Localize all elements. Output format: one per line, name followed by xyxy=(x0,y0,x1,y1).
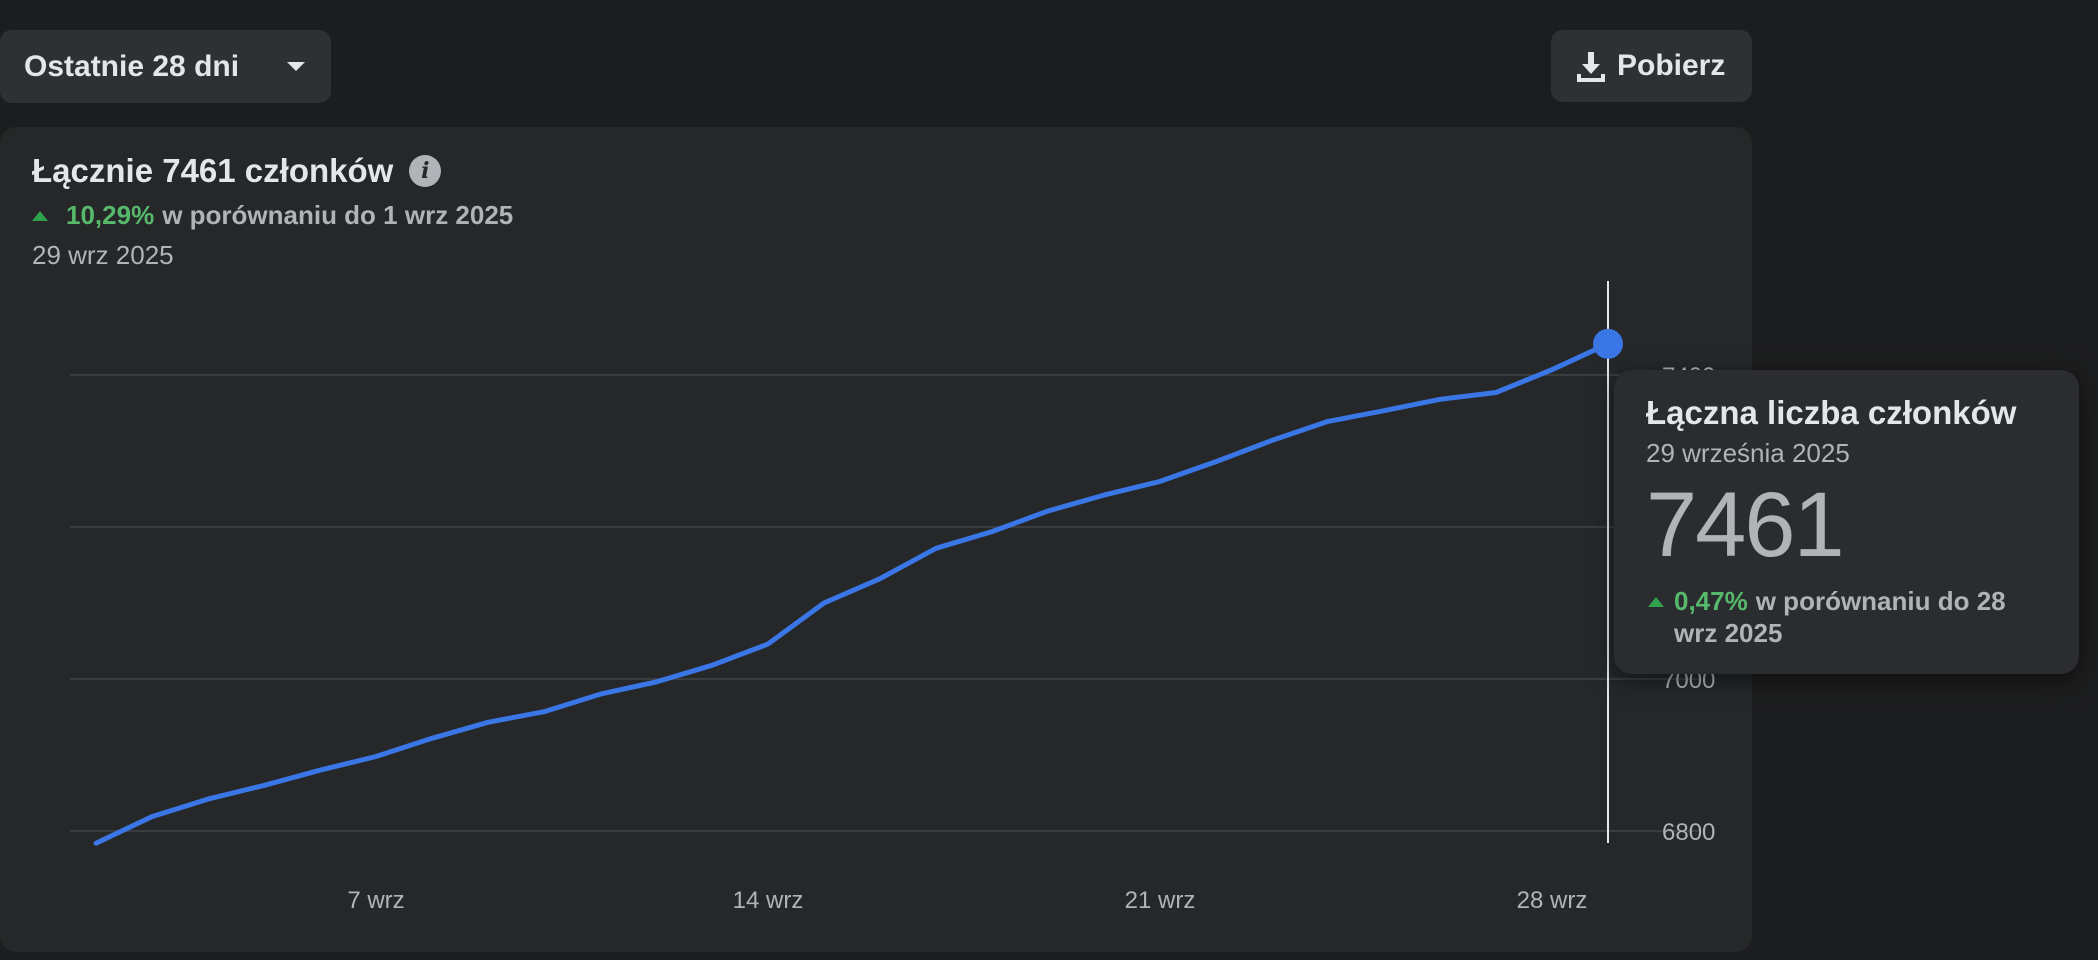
date-range-label: Ostatnie 28 dni xyxy=(24,49,240,83)
x-axis-ticks: 7 wrz 14 wrz 21 wrz 28 wrz xyxy=(347,887,1587,914)
change-text: w porównaniu do 1 wrz 2025 xyxy=(162,200,514,230)
change-percent: 10,29% xyxy=(66,200,155,230)
trend-up-icon xyxy=(1648,597,1664,607)
download-button[interactable]: Pobierz xyxy=(1551,30,1752,102)
x-tick-label: 21 wrz xyxy=(1125,887,1196,914)
tooltip-change: 0,47% w porównaniu do 28 wrz 2025 xyxy=(1646,585,2047,649)
tooltip-date: 29 września 2025 xyxy=(1646,438,1850,468)
info-icon[interactable]: i xyxy=(409,155,442,187)
x-tick-label: 7 wrz xyxy=(347,887,404,914)
series-line xyxy=(93,341,1611,846)
caret-down-icon xyxy=(287,61,305,71)
tooltip-change-text: w porównaniu do 28 wrz 2025 xyxy=(1674,586,2006,648)
tooltip-change-percent: 0,47% xyxy=(1674,586,1748,616)
x-tick-label: 14 wrz xyxy=(733,887,804,914)
tooltip-title: Łączna liczba członków xyxy=(1646,394,2017,431)
members-card xyxy=(0,127,1752,952)
grid-lines xyxy=(70,374,1700,832)
change-summary: 10,29% w porównaniu do 1 wrz 2025 xyxy=(32,200,513,231)
x-tick-label: 28 wrz xyxy=(1517,887,1588,914)
date-range-dropdown[interactable]: Ostatnie 28 dni xyxy=(0,30,331,103)
tooltip-value: 7461 xyxy=(1646,474,1845,576)
total-members-title: Łącznie 7461 członków xyxy=(32,152,394,189)
y-tick-label: 6800 xyxy=(1662,819,1715,846)
summary-date: 29 wrz 2025 xyxy=(32,240,174,270)
trend-up-icon xyxy=(32,210,48,221)
card-header: Łącznie 7461 członków i xyxy=(32,152,442,190)
download-icon xyxy=(1577,52,1605,82)
data-tooltip: Łączna liczba członków 29 września 2025 … xyxy=(1614,370,2079,674)
highlighted-point[interactable] xyxy=(1593,328,1623,359)
download-label: Pobierz xyxy=(1617,49,1726,82)
